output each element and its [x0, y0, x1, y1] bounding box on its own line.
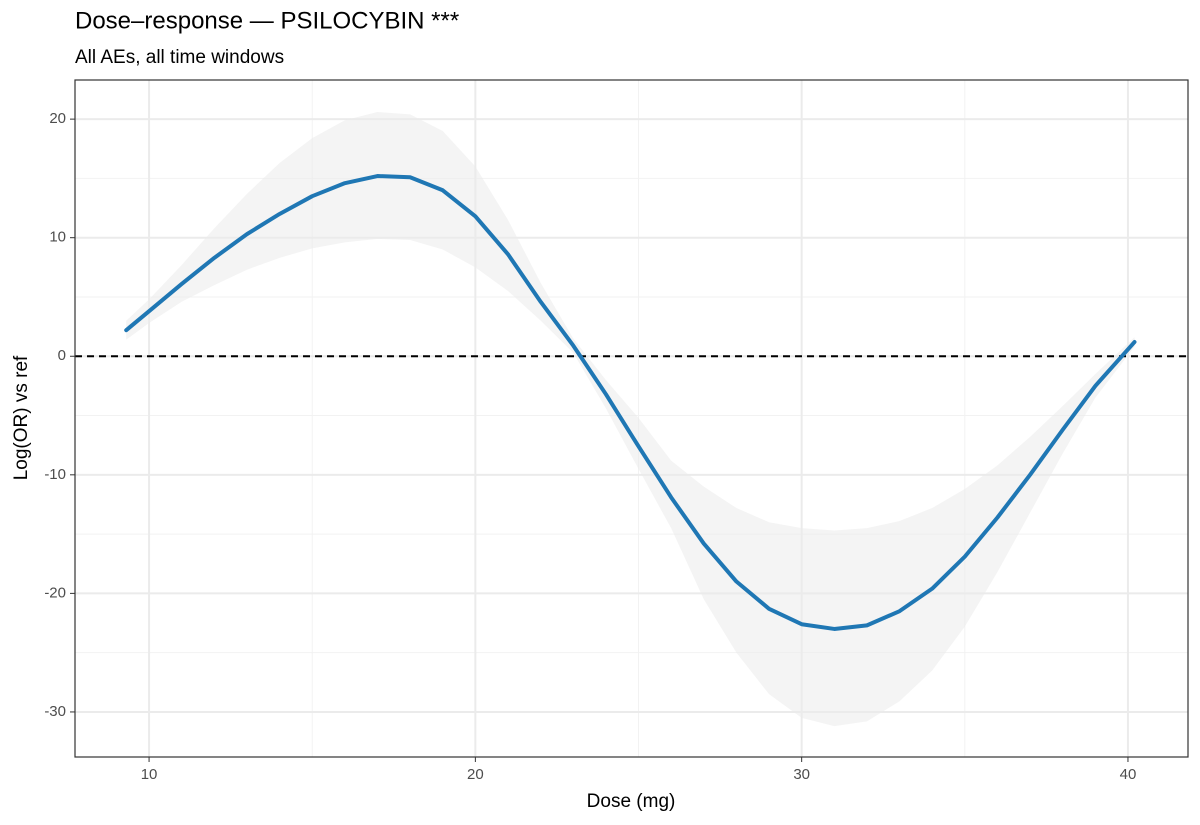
y-tick-label: -20	[44, 584, 66, 601]
y-tick-label: 10	[49, 229, 66, 246]
chart-title: Dose–response — PSILOCYBIN ***	[75, 7, 459, 34]
x-tick-label: 30	[793, 766, 810, 783]
y-tick-label: 20	[49, 110, 66, 127]
y-tick-label: -30	[44, 703, 66, 720]
curve	[124, 174, 1137, 631]
x-tick-label: 40	[1120, 766, 1137, 783]
x-axis-label: Dose (mg)	[587, 791, 676, 812]
y-tick-label: -10	[44, 466, 66, 483]
confidence-band	[126, 112, 1135, 727]
x-tick-label: 20	[467, 766, 484, 783]
x-tick-label: 10	[141, 766, 158, 783]
chart-subtitle: All AEs, all time windows	[75, 47, 284, 68]
y-axis-label: Log(OR) vs ref	[11, 355, 32, 480]
y-tick-label: 0	[58, 347, 66, 364]
plot-border	[74, 79, 1189, 758]
